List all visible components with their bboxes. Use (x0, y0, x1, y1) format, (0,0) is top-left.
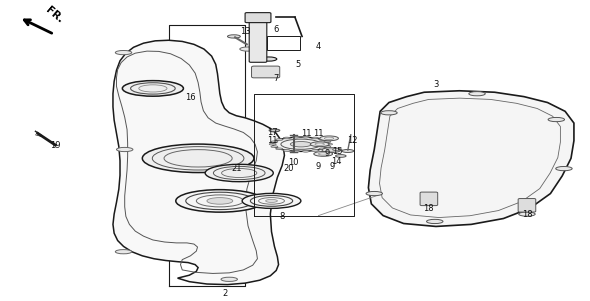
Text: 8: 8 (280, 212, 285, 221)
Text: 5: 5 (296, 60, 300, 69)
Ellipse shape (381, 111, 397, 115)
Text: 7: 7 (274, 74, 279, 83)
Ellipse shape (293, 136, 300, 138)
Ellipse shape (366, 191, 382, 196)
Ellipse shape (312, 137, 319, 139)
Ellipse shape (326, 143, 333, 145)
Text: 11: 11 (301, 129, 312, 138)
Ellipse shape (269, 129, 280, 132)
FancyBboxPatch shape (420, 192, 438, 206)
Ellipse shape (333, 148, 342, 151)
FancyBboxPatch shape (518, 199, 536, 212)
Ellipse shape (271, 141, 278, 143)
FancyBboxPatch shape (245, 13, 271, 23)
Ellipse shape (240, 47, 256, 51)
Ellipse shape (302, 150, 309, 152)
Ellipse shape (142, 144, 254, 172)
Ellipse shape (290, 141, 312, 147)
FancyBboxPatch shape (249, 21, 267, 62)
Ellipse shape (427, 219, 443, 224)
Ellipse shape (271, 146, 278, 147)
Ellipse shape (207, 197, 232, 204)
Text: 9: 9 (330, 162, 335, 171)
Bar (267, 36, 300, 50)
Polygon shape (113, 40, 284, 285)
Ellipse shape (324, 146, 331, 147)
Text: 3: 3 (433, 80, 438, 89)
Text: 10: 10 (289, 158, 299, 167)
Ellipse shape (319, 148, 326, 150)
Ellipse shape (320, 136, 339, 141)
Ellipse shape (283, 137, 290, 139)
Text: 20: 20 (284, 164, 294, 173)
Text: 21: 21 (231, 164, 241, 173)
Text: 2: 2 (222, 290, 227, 299)
Ellipse shape (310, 142, 329, 147)
Polygon shape (368, 91, 574, 226)
Ellipse shape (205, 164, 273, 182)
Ellipse shape (312, 150, 319, 151)
Ellipse shape (115, 51, 132, 55)
Text: 15: 15 (332, 147, 343, 156)
Ellipse shape (342, 150, 354, 153)
Text: 18: 18 (522, 210, 532, 219)
Ellipse shape (319, 139, 326, 141)
Ellipse shape (176, 190, 264, 212)
Text: 13: 13 (240, 27, 250, 36)
Text: FR.: FR. (44, 5, 65, 25)
Ellipse shape (469, 92, 485, 96)
Ellipse shape (276, 148, 283, 150)
Ellipse shape (556, 166, 572, 171)
Text: 17: 17 (267, 128, 278, 137)
Ellipse shape (228, 35, 240, 38)
Ellipse shape (273, 137, 329, 151)
Text: 12: 12 (348, 136, 358, 144)
Ellipse shape (324, 141, 331, 143)
Ellipse shape (519, 212, 535, 216)
Text: 18: 18 (424, 204, 434, 213)
Ellipse shape (283, 150, 290, 151)
Ellipse shape (302, 136, 309, 138)
Ellipse shape (293, 150, 300, 152)
Text: 11: 11 (313, 129, 324, 138)
Ellipse shape (115, 250, 132, 254)
FancyBboxPatch shape (251, 66, 280, 78)
Ellipse shape (314, 151, 333, 156)
Text: 4: 4 (316, 42, 321, 51)
Ellipse shape (253, 70, 264, 73)
Text: 14: 14 (331, 157, 342, 166)
Ellipse shape (260, 57, 277, 61)
Text: 9: 9 (324, 149, 329, 158)
Ellipse shape (221, 277, 237, 281)
Ellipse shape (116, 147, 133, 152)
Text: 11: 11 (267, 136, 278, 144)
Ellipse shape (122, 81, 183, 96)
Text: 19: 19 (50, 141, 61, 150)
Text: 6: 6 (274, 25, 279, 34)
Ellipse shape (548, 117, 565, 122)
Ellipse shape (336, 155, 346, 157)
Ellipse shape (276, 139, 283, 141)
Ellipse shape (322, 148, 341, 153)
Ellipse shape (269, 143, 276, 145)
Ellipse shape (242, 194, 301, 208)
Text: 9: 9 (316, 162, 321, 171)
Ellipse shape (266, 199, 277, 202)
Text: 16: 16 (185, 93, 196, 102)
